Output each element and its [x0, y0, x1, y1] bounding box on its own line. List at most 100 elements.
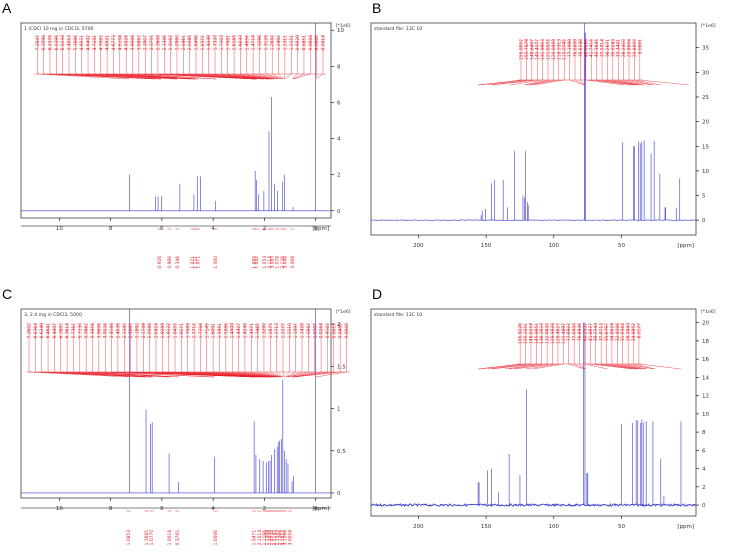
peak-label: 1.3296: [257, 35, 263, 51]
peak-label: 0.0000: [314, 35, 320, 51]
y-tick-label: 10: [702, 169, 709, 175]
peak-label: 41.7416: [589, 39, 595, 57]
spectrum-header: 1 (CDCl 10 mg in CDCl3, 5700: [24, 26, 94, 32]
peak-label: 37.5914: [600, 39, 606, 57]
peak-label: 128.8828: [550, 323, 556, 344]
x-tick-label: 50: [618, 243, 625, 249]
peak-label: 1.8455: [173, 323, 179, 339]
y-tick-label: 8: [702, 430, 706, 436]
x-tick-label: 50: [618, 524, 625, 530]
integral-value: 1.1049: [267, 530, 273, 546]
peak-label: 6.3614: [65, 323, 71, 339]
y-unit-label: [*1e6]: [701, 23, 716, 29]
peak-leader: [638, 324, 682, 370]
peak-label: 6.2598: [41, 35, 47, 51]
peak-label: 1.9122: [166, 323, 172, 339]
spectrum-header: standard file: 13C 10: [374, 26, 422, 32]
peak-label: 1.2713: [274, 323, 280, 339]
peak-label: 1.5086: [223, 323, 229, 339]
peak-label: 1.7889: [185, 323, 191, 339]
peak-label: 6.4641: [46, 323, 52, 339]
peak-label: 155.9226: [518, 323, 524, 344]
y-tick-label: 0: [702, 218, 706, 224]
integral-value: 3.085: [270, 256, 276, 269]
peak-leader: [478, 40, 522, 86]
peak-label: 0.8684: [308, 35, 314, 51]
peak-label: 3.9526: [103, 323, 109, 339]
y-tick-label: 2: [337, 322, 341, 328]
integral-value: 2.1014: [257, 530, 263, 546]
peak-label: 1.0862: [306, 323, 312, 339]
peak-label: 2.4188: [109, 323, 115, 339]
peak-label: 1.1429: [300, 323, 306, 339]
peak-label: 2.3162: [168, 35, 174, 51]
peak-label: 4.7082: [98, 35, 104, 51]
peak-label: 3.9008: [130, 35, 136, 51]
peak-label: 120.4627: [555, 323, 561, 344]
peak-label: 1.4714: [251, 35, 257, 51]
peak-label: 1.0707: [312, 323, 318, 339]
integral-value: 3.126: [280, 256, 286, 269]
figure: A B C D 1 (CDCl 10 mg in CDCl3, 5700 0 2 4 6…: [2, 0, 716, 546]
peak-label: 1.3128: [263, 35, 269, 51]
peak-label: 2.3907: [143, 35, 149, 51]
y-tick-label: 18: [702, 339, 709, 345]
y-tick-label: 20: [702, 120, 709, 126]
plot-area: [21, 23, 331, 212]
peak-label: 0.8851: [301, 35, 307, 51]
spectrum-chart-a: 1 (CDCl 10 mg in CDCl3, 57000246810[*1e6…: [20, 22, 351, 269]
y-tick-label: 2: [702, 485, 706, 491]
peak-label: 0.8653: [331, 323, 337, 339]
peak-label: 2.3205: [128, 323, 134, 339]
peak-label: 2.1749: [141, 323, 147, 339]
peak-label: 155.7879: [524, 39, 530, 60]
integral-value: 0.3765: [175, 530, 181, 546]
peak-label: 118.3313: [556, 39, 562, 60]
x-unit-label: [ppm]: [677, 524, 694, 530]
peak-label: 1.4427: [236, 323, 242, 339]
spectrum-chart-c: 3, 2.4 mg in CDCl3, 5000 0 0.5 1 1.5 2 [*1e6] 1…: [20, 308, 351, 546]
peak-label: 1.3465: [255, 323, 261, 339]
x-tick-label: 8: [109, 226, 113, 232]
peak-label: 1.7145: [204, 323, 210, 339]
peak-label: 1.2875: [268, 323, 274, 339]
y-tick-label: 14: [702, 375, 709, 381]
peak-label: 35.0243: [610, 39, 616, 57]
integral-value: 1.078: [275, 256, 281, 269]
y-tick-label: 12: [702, 394, 709, 400]
peak-label: 1.7320: [213, 35, 219, 51]
x-tick-label: 150: [481, 524, 492, 530]
plot-frame: [20, 22, 332, 219]
x-tick-label: 0: [314, 226, 318, 232]
peak-label: 5.3662: [84, 323, 90, 339]
peak-label: 1.2311: [282, 35, 288, 51]
peak-label: 2.3396: [162, 35, 168, 51]
peak-label: 148.8254: [528, 323, 534, 344]
y-tick-label: 20: [702, 321, 709, 327]
x-tick-label: 4: [211, 506, 215, 512]
y-unit-label: [*1e6]: [701, 309, 716, 315]
x-unit-label: [ppm]: [312, 226, 329, 232]
peak-label: 1.9269: [160, 323, 166, 339]
y-tick-label: 0.5: [337, 449, 346, 455]
y-tick-label: 0: [337, 209, 341, 215]
integral-value: 1.1186: [262, 530, 268, 546]
plot-frame: [370, 22, 697, 236]
y-tick-label: 16: [702, 357, 709, 363]
peak-label: 6.6364: [33, 323, 39, 339]
y-tick-label: 2: [337, 173, 341, 179]
peak-label: 1.2151: [289, 35, 295, 51]
peak-label: 1.8496: [194, 35, 200, 51]
integral-value: 3.114: [267, 256, 273, 269]
peak-label: 7.2602: [27, 323, 33, 339]
peak-label: 145.8651: [534, 323, 540, 344]
peak-label: 6.3802: [58, 323, 64, 339]
peak-label: 6.4407: [52, 323, 58, 339]
peak-label: 76.8809: [573, 39, 579, 57]
peak-label: 2.3755: [149, 35, 155, 51]
peak-label: 136.2623: [539, 323, 545, 344]
peak-label: 1.5951: [217, 323, 223, 339]
peak-label: 4.6773: [111, 35, 117, 51]
y-tick-label: 6: [337, 100, 341, 106]
integral-value: 2.1266: [277, 530, 283, 546]
